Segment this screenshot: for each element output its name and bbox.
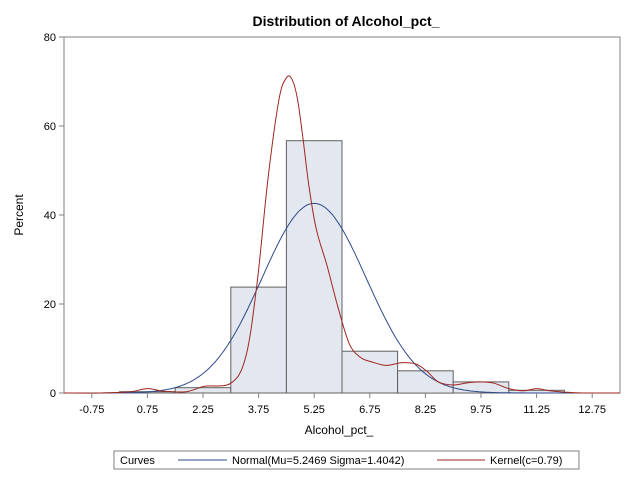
legend-box <box>113 450 580 470</box>
y-tick-label: 20 <box>44 299 56 311</box>
x-tick-label: 2.25 <box>192 404 213 416</box>
y-tick-label: 40 <box>44 210 56 222</box>
x-tick-label: 3.75 <box>248 404 269 416</box>
kernel-curve <box>63 75 621 394</box>
histogram-bar-4 <box>341 350 399 394</box>
density-curves <box>63 75 621 394</box>
x-tick-label: 5.25 <box>303 404 324 416</box>
legend-normal-label: Normal(Mu=5.2469 Sigma=1.4042) <box>232 455 404 467</box>
y-tick-label: 0 <box>50 388 56 400</box>
normal-curve <box>64 202 620 394</box>
legend: Curves Normal(Mu=5.2469 Sigma=1.4042) Ke… <box>113 450 580 470</box>
x-axis-label: Alcohol_pct_ <box>305 423 374 437</box>
histogram-bar-2 <box>230 286 287 394</box>
histogram-bars <box>119 140 565 394</box>
x-axis: -0.75 0.75 2.25 3.75 5.25 6.75 8.25 9.75 11.25 12… <box>79 393 606 416</box>
y-axis-label: Percent <box>12 194 26 236</box>
x-tick-label: 8.25 <box>415 404 436 416</box>
x-tick-label: 0.75 <box>137 404 158 416</box>
y-axis: 0 20 40 60 80 <box>44 32 64 400</box>
legend-kernel-label: Kernel(c=0.79) <box>490 455 562 467</box>
histogram-bar-3 <box>285 140 343 394</box>
y-tick-label: 80 <box>44 32 56 44</box>
x-tick-label: 9.75 <box>470 404 491 416</box>
x-tick-label: 6.75 <box>359 404 380 416</box>
chart-title: Distribution of Alcohol_pct_ <box>253 13 440 29</box>
x-tick-label: 12.75 <box>578 404 606 416</box>
x-tick-label: 11.25 <box>523 404 550 416</box>
y-tick-label: 60 <box>44 121 56 133</box>
legend-title: Curves <box>120 455 155 467</box>
x-tick-label: -0.75 <box>79 404 104 416</box>
